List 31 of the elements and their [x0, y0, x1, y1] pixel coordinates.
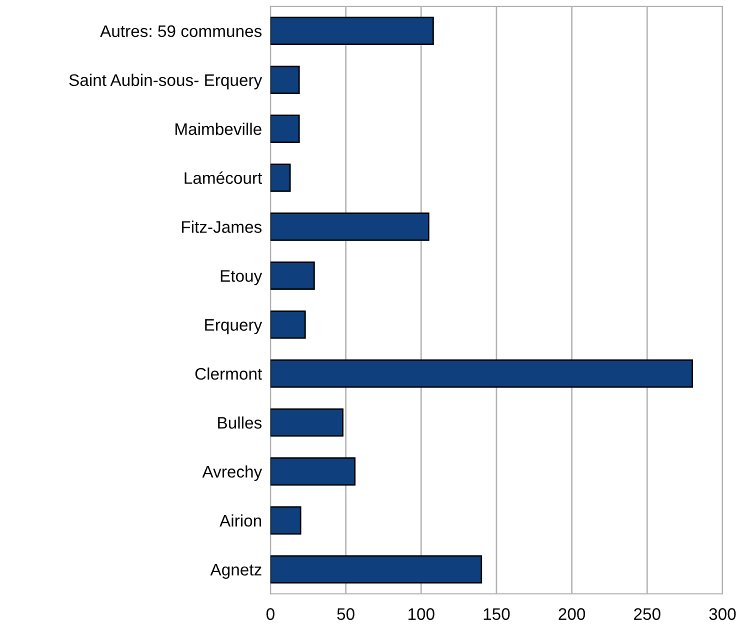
y-tick-label: Bulles	[218, 416, 262, 429]
bar	[270, 310, 306, 339]
y-tick-label: Avrechy	[202, 465, 262, 481]
x-tick-label: 0	[266, 608, 274, 620]
x-tick-label: 50	[337, 608, 354, 620]
x-tick-label: 300	[709, 608, 736, 620]
y-tick-label: Lamécourt	[184, 172, 262, 184]
bar	[270, 66, 300, 94]
y-tick-label: Etouy	[220, 270, 262, 286]
y-tick-label: Airion	[220, 514, 262, 527]
bar	[270, 408, 344, 437]
y-tick-label: Saint Aubin-sous- Erquery	[69, 74, 262, 90]
bar	[270, 359, 694, 388]
bar	[270, 555, 482, 584]
y-tick-label: Maimbeville	[176, 122, 262, 136]
bar	[270, 164, 291, 192]
x-tick-label: 100	[408, 608, 434, 620]
bar	[270, 114, 300, 143]
bar	[270, 212, 430, 241]
x-tick-label: 200	[558, 608, 586, 620]
bar	[270, 457, 356, 486]
x-tick-label: 150	[484, 608, 510, 620]
x-tick-label: 250	[634, 608, 660, 620]
y-tick-label: Clermont	[195, 368, 262, 380]
y-tick-label: Erquery	[205, 319, 262, 334]
y-tick-label: Agnetz	[210, 564, 262, 579]
bar	[270, 506, 302, 535]
bar	[270, 16, 434, 46]
y-tick-label: Fitz-James	[182, 220, 262, 233]
y-tick-label: Autres: 59 communes	[100, 25, 262, 38]
bar	[270, 262, 315, 290]
